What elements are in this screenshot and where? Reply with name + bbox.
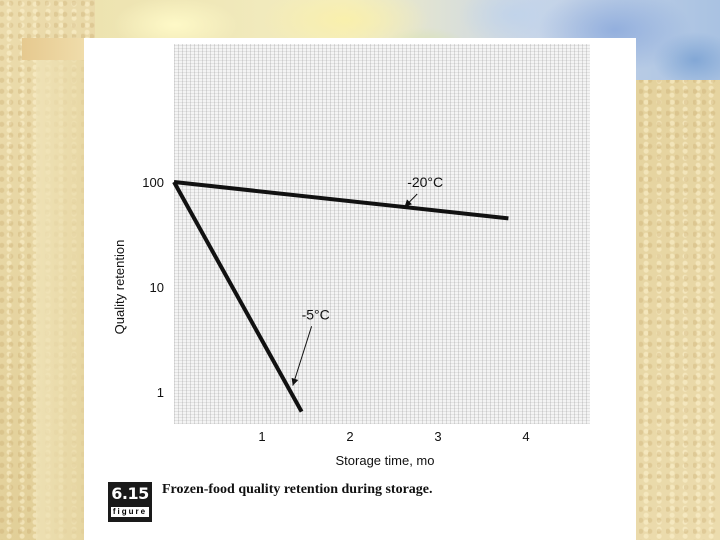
annotation-label: -20°C	[407, 174, 443, 190]
decorative-bar	[22, 38, 92, 60]
x-tick-label: 1	[258, 429, 265, 444]
x-tick-label: 4	[522, 429, 529, 444]
series-line-minus20c	[173, 180, 509, 221]
annotation-arrowhead	[291, 377, 299, 386]
x-axis-label: Storage time, mo	[336, 453, 435, 468]
y-axis-label: Quality retention	[112, 240, 127, 335]
x-tick-label: 3	[434, 429, 441, 444]
decorative-band	[36, 60, 84, 540]
figure-word: figure	[110, 506, 150, 518]
y-tick-label: 10	[150, 280, 164, 295]
series-line-minus5c	[172, 181, 304, 413]
annotation-arrowhead	[404, 199, 412, 207]
plot-area	[174, 44, 590, 424]
figure-number: 6.15	[111, 484, 149, 503]
x-tick-label: 2	[346, 429, 353, 444]
annotation-label: -5°C	[302, 306, 330, 322]
figure-badge: 6.15 figure	[108, 482, 152, 522]
figure-caption: Frozen-food quality retention during sto…	[162, 482, 433, 497]
y-tick-label: 100	[142, 175, 164, 190]
y-tick-label: 1	[157, 385, 164, 400]
annotation-arrow-line	[292, 326, 313, 386]
